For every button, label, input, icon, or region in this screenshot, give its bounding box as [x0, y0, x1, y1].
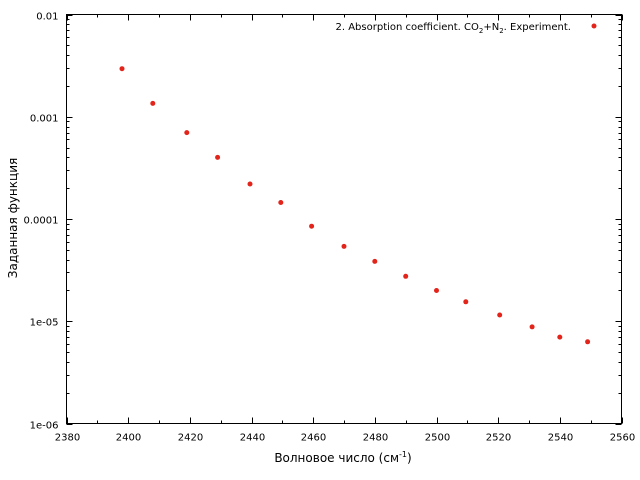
- y-tick-label: 0.0001: [24, 216, 59, 227]
- x-tick-label: 2420: [178, 433, 203, 444]
- y-axis-label: Заданная функция: [6, 158, 20, 278]
- y-tick-label: 0.01: [36, 12, 58, 23]
- tick-labels: 2380 2400 2420 2440 2460 2480 2500 2520 2540 2560…: [24, 12, 636, 444]
- y-tick-label: 0.001: [30, 114, 59, 125]
- data-point: [529, 324, 535, 330]
- x-tick-label: 2500: [425, 433, 450, 444]
- x-tick-label: 2400: [116, 433, 141, 444]
- x-tick-label: 2460: [301, 433, 326, 444]
- y-tick-label: 1e-06: [30, 421, 59, 432]
- data-point: [150, 100, 156, 106]
- data-point: [557, 334, 563, 340]
- data-point: [497, 312, 503, 318]
- legend-marker: [591, 23, 597, 29]
- data-point: [585, 339, 591, 345]
- legend-label: 2. Absorption coefficient. CO2+N2. Exper…: [336, 22, 572, 35]
- x-tick-label: 2440: [240, 433, 265, 444]
- x-tick-label: 2540: [548, 433, 573, 444]
- plot-frame: [66, 14, 622, 424]
- x-tick-label: 2380: [55, 433, 80, 444]
- data-point: [403, 273, 409, 279]
- data-points: [119, 66, 591, 345]
- y-tick-label: 1e-05: [30, 318, 59, 329]
- data-point: [463, 299, 469, 305]
- data-point: [309, 223, 315, 229]
- x-tick-label: 2560: [610, 433, 635, 444]
- data-point: [184, 130, 190, 136]
- data-point: [434, 288, 439, 293]
- x-tick-label: 2480: [363, 433, 388, 444]
- data-point: [247, 181, 253, 187]
- x-axis-label-superscript: -1: [399, 450, 407, 459]
- data-point: [341, 243, 347, 249]
- x-tick-label: 2520: [486, 433, 511, 444]
- data-point: [372, 258, 378, 264]
- x-axis-label: Волновое число (см-1): [274, 450, 411, 465]
- data-point: [278, 200, 284, 205]
- data-point: [119, 66, 125, 72]
- data-point: [215, 154, 221, 160]
- axis-ticks: [66, 14, 623, 425]
